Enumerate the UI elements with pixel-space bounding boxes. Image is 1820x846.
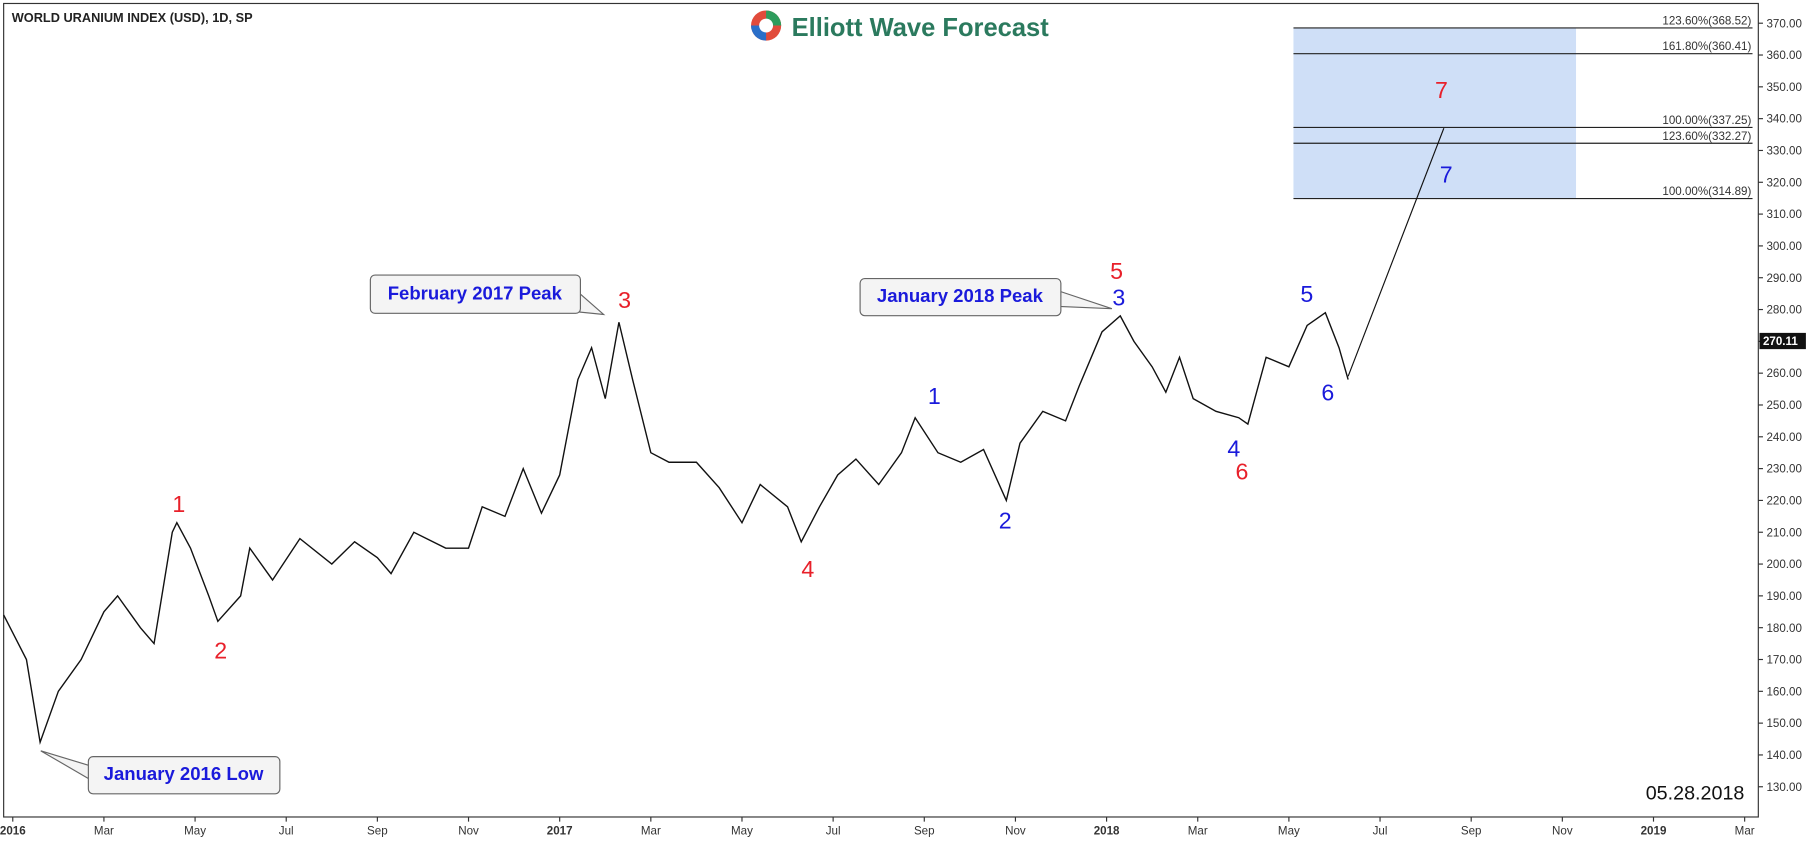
y-tick-label: 370.00 xyxy=(1766,17,1801,30)
x-tick-label: Sep xyxy=(367,824,388,837)
y-tick-label: 310.00 xyxy=(1766,208,1801,221)
y-tick-label: 190.00 xyxy=(1766,590,1801,603)
callout-box xyxy=(369,274,581,314)
x-tick-label: Mar xyxy=(641,824,661,837)
x-tick-label: Sep xyxy=(1461,824,1482,837)
y-tick-label: 320.00 xyxy=(1766,176,1801,189)
wave-label: 5 xyxy=(1300,281,1313,307)
x-tick-label: 2019 xyxy=(1641,824,1667,837)
y-tick-label: 280.00 xyxy=(1766,304,1801,317)
price-line xyxy=(3,311,1349,745)
wave-label: 6 xyxy=(1235,459,1248,485)
y-tick-label: 360.00 xyxy=(1766,49,1801,62)
callout: January 2018 Peak xyxy=(859,277,1113,317)
y-tick-label: 340.00 xyxy=(1766,113,1801,126)
callout: February 2017 Peak xyxy=(369,274,606,316)
brand-name: Elliott Wave Forecast xyxy=(792,14,1050,42)
x-tick-label: 2018 xyxy=(1094,824,1120,837)
y-tick-label: 140.00 xyxy=(1766,749,1801,762)
last-price-label: 270.11 xyxy=(1763,335,1798,348)
plot-frame xyxy=(3,2,1759,818)
y-tick-label: 200.00 xyxy=(1766,558,1801,571)
y-tick-label: 330.00 xyxy=(1766,145,1801,158)
callout-box xyxy=(87,756,281,795)
projection-line xyxy=(1347,127,1445,377)
y-tick-label: 150.00 xyxy=(1766,717,1801,730)
x-tick-label: Jul xyxy=(279,824,294,837)
x-tick-label: May xyxy=(184,824,206,837)
wave-label: 6 xyxy=(1321,380,1334,406)
x-tick-label: May xyxy=(731,824,753,837)
x-tick-label: 2016 xyxy=(0,824,26,837)
y-tick-label: 220.00 xyxy=(1766,494,1801,507)
fib-label: 123.60%(368.52) xyxy=(1662,14,1751,27)
y-tick-label: 240.00 xyxy=(1766,431,1801,444)
fib-label: 123.60%(332.27) xyxy=(1662,130,1751,143)
wave-label: 1 xyxy=(172,491,185,517)
wave-label: 2 xyxy=(214,637,227,663)
callout-text: January 2016 Low xyxy=(104,763,264,784)
wave-label: 3 xyxy=(1112,285,1125,311)
x-tick-label: Sep xyxy=(914,824,935,837)
target-zone xyxy=(1293,27,1577,199)
x-tick-label: Mar xyxy=(1735,824,1755,837)
callout-text: February 2017 Peak xyxy=(388,283,563,304)
x-tick-label: Nov xyxy=(458,824,479,837)
y-tick-label: 230.00 xyxy=(1766,463,1801,476)
date-stamp: 05.28.2018 xyxy=(1646,783,1745,805)
x-tick-label: Nov xyxy=(1005,824,1026,837)
y-tick-label: 300.00 xyxy=(1766,240,1801,253)
wave-label: 7 xyxy=(1435,77,1448,103)
wave-label: 5 xyxy=(1110,258,1123,284)
callout: January 2016 Low xyxy=(40,750,281,795)
y-tick-label: 180.00 xyxy=(1766,622,1801,635)
logo-icon xyxy=(759,18,774,33)
y-tick-label: 210.00 xyxy=(1766,526,1801,539)
callout-box xyxy=(859,277,1062,317)
callout-text: January 2018 Peak xyxy=(877,285,1044,306)
last-price-tag xyxy=(1759,332,1806,350)
y-tick-label: 290.00 xyxy=(1766,272,1801,285)
wave-label: 4 xyxy=(1227,435,1240,461)
brand-logo: Elliott Wave Forecast xyxy=(751,10,1049,42)
fib-label: 100.00%(314.89) xyxy=(1662,185,1751,198)
chart-title: WORLD URANIUM INDEX (USD), 1D, SP xyxy=(12,10,253,25)
y-tick-label: 130.00 xyxy=(1766,781,1801,794)
wave-label: 1 xyxy=(928,383,941,409)
fib-label: 100.00%(337.25) xyxy=(1662,114,1751,127)
y-tick-label: 260.00 xyxy=(1766,367,1801,380)
x-tick-label: 2017 xyxy=(547,824,573,837)
y-tick-label: 350.00 xyxy=(1766,81,1801,94)
wave-label: 4 xyxy=(801,556,814,582)
x-tick-label: Mar xyxy=(1188,824,1208,837)
wave-label: 2 xyxy=(999,507,1012,533)
callout-joint xyxy=(89,764,95,782)
zone-layer xyxy=(1293,27,1577,199)
x-tick-label: Jul xyxy=(826,824,841,837)
x-tick-label: May xyxy=(1278,824,1300,837)
fib-label: 161.80%(360.41) xyxy=(1662,40,1751,53)
x-tick-label: Nov xyxy=(1552,824,1573,837)
wave-label: 7 xyxy=(1440,162,1453,188)
x-tick-label: Jul xyxy=(1373,824,1388,837)
wave-label: 3 xyxy=(618,287,631,313)
x-tick-label: Mar xyxy=(94,824,114,837)
y-tick-label: 250.00 xyxy=(1766,399,1801,412)
y-tick-label: 160.00 xyxy=(1766,685,1801,698)
y-tick-label: 170.00 xyxy=(1766,654,1801,667)
